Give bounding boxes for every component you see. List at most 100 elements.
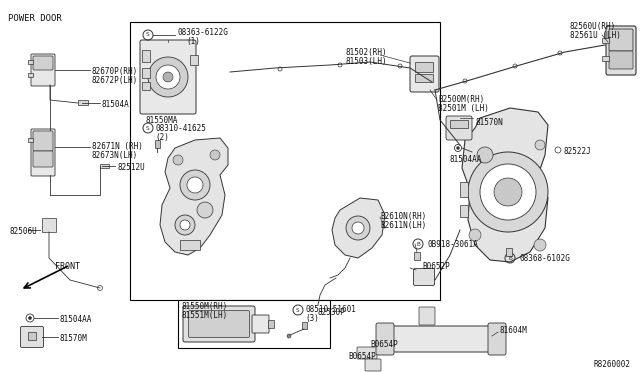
Circle shape <box>513 64 517 68</box>
Text: S: S <box>146 125 150 131</box>
Circle shape <box>398 64 402 68</box>
Text: (1): (1) <box>186 37 200 46</box>
FancyBboxPatch shape <box>606 26 636 75</box>
FancyBboxPatch shape <box>488 323 506 355</box>
FancyBboxPatch shape <box>140 40 196 114</box>
FancyBboxPatch shape <box>357 347 377 359</box>
Text: 81504AA: 81504AA <box>450 155 483 164</box>
Text: 81502(RH): 81502(RH) <box>345 48 387 57</box>
Bar <box>415 74 433 82</box>
Text: 81570N: 81570N <box>475 118 503 127</box>
Polygon shape <box>462 108 548 262</box>
Circle shape <box>210 150 220 160</box>
Circle shape <box>173 155 183 165</box>
Bar <box>415 62 433 72</box>
Bar <box>180 240 200 250</box>
FancyBboxPatch shape <box>410 56 439 92</box>
Text: 81570M: 81570M <box>60 334 88 343</box>
Text: FRONT: FRONT <box>55 262 80 271</box>
Bar <box>602 56 609 61</box>
FancyBboxPatch shape <box>20 327 44 347</box>
Bar <box>78 100 88 105</box>
Circle shape <box>456 147 460 150</box>
FancyBboxPatch shape <box>388 326 492 352</box>
Text: 82671N (RH): 82671N (RH) <box>92 142 143 151</box>
FancyBboxPatch shape <box>609 29 633 51</box>
FancyBboxPatch shape <box>31 129 55 176</box>
Circle shape <box>148 57 188 97</box>
Text: 82672P(LH): 82672P(LH) <box>92 76 138 85</box>
Text: B: B <box>416 241 420 247</box>
Text: 82512U: 82512U <box>117 163 145 172</box>
Bar <box>506 248 512 256</box>
Text: B2610N(RH): B2610N(RH) <box>380 212 426 221</box>
FancyBboxPatch shape <box>33 56 53 70</box>
Text: 81604M: 81604M <box>500 326 528 335</box>
Text: S: S <box>146 32 150 38</box>
Bar <box>602 38 609 43</box>
Circle shape <box>156 65 180 89</box>
Bar <box>460 205 468 217</box>
Text: 81550M(RH): 81550M(RH) <box>182 302 228 311</box>
Bar <box>460 182 468 197</box>
Text: 82530P: 82530P <box>318 308 346 317</box>
Text: 82670P(RH): 82670P(RH) <box>92 67 138 76</box>
Circle shape <box>175 215 195 235</box>
Circle shape <box>197 202 213 218</box>
FancyBboxPatch shape <box>413 269 435 285</box>
Bar <box>178 300 330 348</box>
Circle shape <box>463 79 467 83</box>
Text: 81504AA: 81504AA <box>60 315 92 324</box>
Bar <box>28 138 33 142</box>
FancyBboxPatch shape <box>33 151 53 167</box>
Text: 08310-41625: 08310-41625 <box>155 124 206 133</box>
Circle shape <box>480 164 536 220</box>
Circle shape <box>555 147 561 153</box>
Text: 82561U (LH): 82561U (LH) <box>570 31 621 40</box>
Text: 08368-6102G: 08368-6102G <box>520 254 571 263</box>
Circle shape <box>338 63 342 67</box>
Bar <box>42 218 56 232</box>
Text: (3): (3) <box>305 314 319 323</box>
Circle shape <box>180 220 190 230</box>
Text: 0B918-3061A: 0B918-3061A <box>428 240 479 249</box>
Bar <box>190 55 198 65</box>
Circle shape <box>454 144 461 151</box>
Bar <box>268 320 274 328</box>
FancyBboxPatch shape <box>33 131 53 151</box>
Text: B2611N(LH): B2611N(LH) <box>380 221 426 230</box>
Bar <box>142 68 150 78</box>
Circle shape <box>163 72 173 82</box>
Text: 82673N(LH): 82673N(LH) <box>92 151 138 160</box>
Text: B2500M(RH): B2500M(RH) <box>438 95 484 104</box>
FancyBboxPatch shape <box>609 51 633 69</box>
Circle shape <box>535 140 545 150</box>
Bar <box>142 50 150 62</box>
Text: B0654P: B0654P <box>348 352 376 361</box>
Text: 81550MA: 81550MA <box>145 116 177 125</box>
Text: S: S <box>296 308 300 312</box>
FancyBboxPatch shape <box>252 315 269 333</box>
Bar <box>414 252 420 260</box>
Text: B0652P: B0652P <box>422 262 450 271</box>
Circle shape <box>346 216 370 240</box>
Circle shape <box>477 147 493 163</box>
Circle shape <box>29 317 31 320</box>
Bar <box>130 22 440 300</box>
FancyBboxPatch shape <box>183 306 255 342</box>
FancyBboxPatch shape <box>446 116 472 140</box>
Circle shape <box>187 177 203 193</box>
Circle shape <box>278 67 282 71</box>
Text: 81503(LH): 81503(LH) <box>345 57 387 66</box>
FancyBboxPatch shape <box>365 359 381 371</box>
FancyBboxPatch shape <box>31 54 55 86</box>
Text: R8260002: R8260002 <box>593 360 630 369</box>
Circle shape <box>469 229 481 241</box>
Text: 82506U: 82506U <box>10 227 38 236</box>
Circle shape <box>352 222 364 234</box>
Circle shape <box>97 285 102 291</box>
Text: 82522J: 82522J <box>563 147 591 156</box>
FancyBboxPatch shape <box>189 311 250 337</box>
Bar <box>100 164 109 168</box>
Circle shape <box>494 178 522 206</box>
